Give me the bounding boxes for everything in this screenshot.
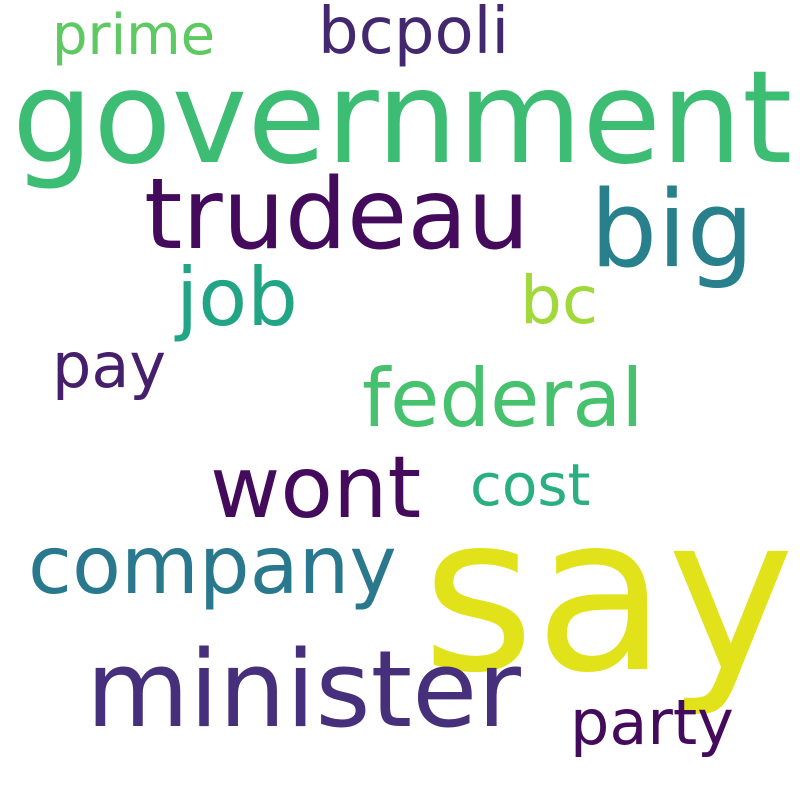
word-big: big	[590, 168, 755, 291]
word-pay: pay	[52, 329, 167, 402]
word-government: government	[12, 44, 793, 193]
word-prime: prime	[52, 3, 216, 68]
word-federal: federal	[362, 352, 644, 445]
word-trudeau: trudeau	[144, 158, 530, 272]
word-cost: cost	[470, 451, 591, 519]
word-job: job	[176, 251, 298, 344]
word-say: say	[422, 469, 795, 720]
word-minister: minister	[86, 628, 521, 751]
word-bcpoli: bcpoli	[318, 0, 510, 69]
word-party: party	[570, 686, 734, 759]
word-bc: bc	[520, 262, 599, 339]
word-company: company	[28, 519, 397, 612]
word-wont: wont	[210, 438, 422, 538]
